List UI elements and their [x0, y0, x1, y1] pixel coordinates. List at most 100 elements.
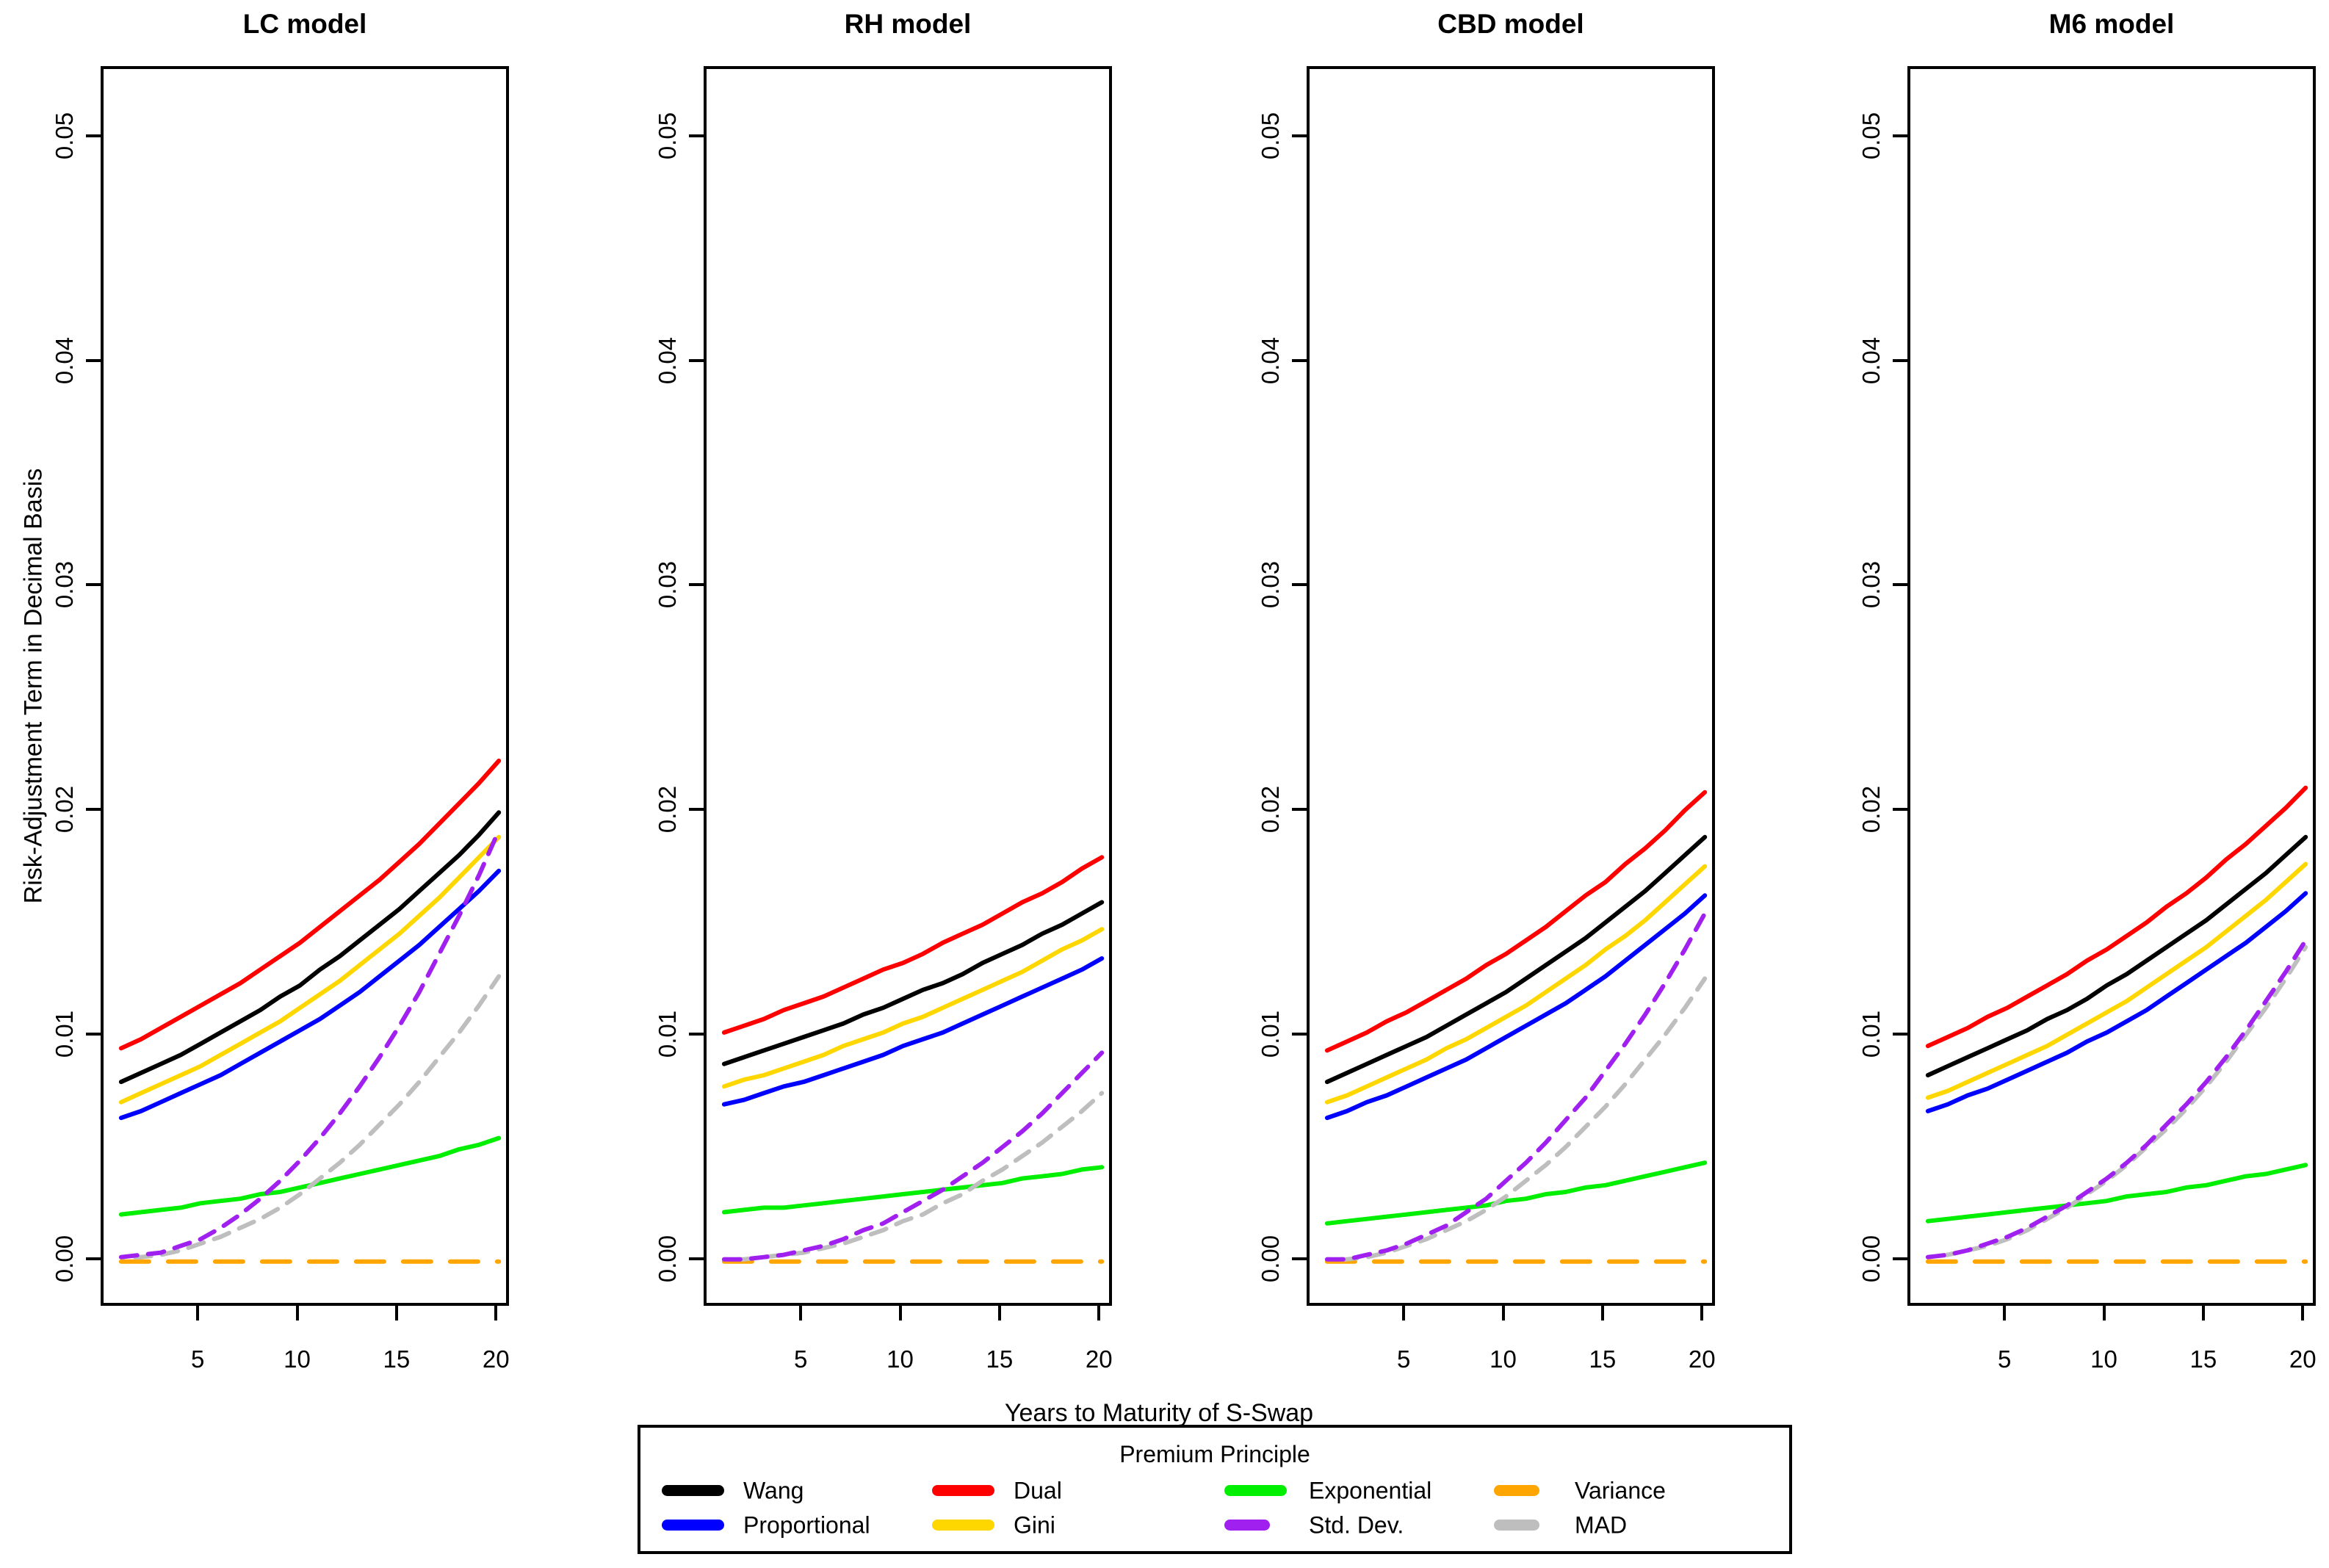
- x-tick-mark: [1501, 1306, 1505, 1320]
- series-line-std-dev-: [1925, 938, 2308, 1260]
- series-line-proportional: [1324, 893, 1708, 1121]
- y-tick-mark: [86, 583, 101, 587]
- x-tick-label: 15: [383, 1345, 411, 1373]
- series-line-std-dev-: [721, 1050, 1105, 1262]
- y-tick-label: 0.05: [1857, 112, 1885, 159]
- legend-swatch-exponential: [1224, 1485, 1287, 1496]
- legend-label: Wang: [743, 1477, 804, 1504]
- y-tick-label: 0.01: [1857, 1010, 1885, 1058]
- x-tick-label: 5: [1997, 1345, 2012, 1373]
- legend-swatch-variance: [1494, 1485, 1539, 1496]
- y-tick-label: 0.04: [51, 336, 78, 384]
- legend-swatch-proportional: [662, 1520, 724, 1531]
- x-tick-mark: [2102, 1306, 2106, 1320]
- series-line-std-dev-: [118, 828, 502, 1260]
- y-tick-label: 0.02: [1257, 786, 1284, 834]
- panel-title: LC model: [242, 9, 367, 39]
- y-tick-mark: [86, 358, 101, 362]
- y-tick-label: 0.05: [654, 112, 681, 159]
- series-line-mad: [118, 974, 502, 1260]
- x-tick-mark: [394, 1306, 398, 1320]
- panel-title: CBD model: [1437, 9, 1584, 39]
- x-tick-mark: [1600, 1306, 1604, 1320]
- x-tick-label: 10: [1490, 1345, 1517, 1373]
- x-tick-label: 15: [986, 1345, 1014, 1373]
- x-tick-mark: [1402, 1306, 1406, 1320]
- y-tick-mark: [1893, 808, 1907, 812]
- series-line-proportional: [118, 868, 502, 1121]
- plot-area-m6: [1907, 66, 2316, 1306]
- x-tick-mark: [2301, 1306, 2305, 1320]
- series-line-gini: [1324, 864, 1708, 1105]
- y-tick-mark: [689, 1032, 704, 1036]
- y-tick-label: 0.01: [1257, 1010, 1284, 1058]
- y-tick-label: 0.01: [51, 1010, 78, 1058]
- series-line-wang: [118, 810, 502, 1085]
- y-tick-mark: [689, 1257, 704, 1260]
- series-line-gini: [721, 927, 1105, 1089]
- y-tick-mark: [86, 808, 101, 812]
- x-tick-mark: [2003, 1306, 2007, 1320]
- y-tick-label: 0.04: [654, 336, 681, 384]
- panel-title: M6 model: [2048, 9, 2175, 39]
- series-line-gini: [1925, 861, 2308, 1100]
- y-tick-label: 0.03: [51, 561, 78, 609]
- y-tick-mark: [1893, 134, 1907, 137]
- x-tick-label: 10: [2090, 1345, 2117, 1373]
- legend-swatch-gini: [932, 1520, 994, 1531]
- series-line-dual: [1925, 785, 2308, 1049]
- y-tick-label: 0.02: [1857, 786, 1885, 834]
- series-line-std-dev-: [1324, 911, 1708, 1262]
- series-line-mad: [721, 1091, 1105, 1262]
- y-tick-label: 0.00: [654, 1235, 681, 1282]
- series-line-dual: [721, 855, 1105, 1035]
- x-tick-label: 5: [793, 1345, 808, 1373]
- series-line-wang: [1324, 834, 1708, 1085]
- y-tick-mark: [1292, 808, 1307, 812]
- x-tick-mark: [2201, 1306, 2205, 1320]
- y-tick-mark: [1292, 134, 1307, 137]
- panel-title: RH model: [844, 9, 972, 39]
- series-line-gini: [118, 834, 502, 1105]
- x-tick-mark: [1700, 1306, 1704, 1320]
- series-line-wang: [1925, 834, 2308, 1077]
- y-tick-label: 0.03: [1257, 561, 1284, 609]
- y-tick-mark: [1292, 583, 1307, 587]
- legend-swatch-std-dev-: [1224, 1520, 1270, 1531]
- legend-label: Exponential: [1309, 1477, 1432, 1504]
- y-tick-label: 0.05: [51, 112, 78, 159]
- x-tick-label: 20: [482, 1345, 510, 1373]
- x-tick-label: 5: [190, 1345, 205, 1373]
- x-tick-label: 20: [2289, 1345, 2317, 1373]
- legend-swatch-mad: [1494, 1520, 1539, 1531]
- y-tick-label: 0.03: [654, 561, 681, 609]
- legend: Premium Principle Wang Proportional Dual Gi…: [638, 1425, 1792, 1554]
- series-line-dual: [1324, 790, 1708, 1053]
- series-line-mad: [1925, 944, 2308, 1260]
- y-tick-mark: [1292, 1257, 1307, 1260]
- y-tick-label: 0.00: [51, 1235, 78, 1282]
- legend-label: Variance: [1575, 1477, 1666, 1504]
- x-tick-label: 5: [1396, 1345, 1411, 1373]
- legend-title: Premium Principle: [1119, 1441, 1310, 1467]
- legend-label: Proportional: [743, 1511, 870, 1539]
- y-tick-label: 0.04: [1857, 336, 1885, 384]
- legend-label: Gini: [1014, 1511, 1055, 1539]
- x-tick-mark: [799, 1306, 803, 1320]
- y-tick-mark: [86, 134, 101, 137]
- y-tick-label: 0.00: [1257, 1235, 1284, 1282]
- y-tick-mark: [689, 358, 704, 362]
- series-line-mad: [1324, 976, 1708, 1262]
- y-tick-mark: [86, 1032, 101, 1036]
- x-axis-label: Years to Maturity of S-Swap: [1004, 1399, 1314, 1427]
- y-tick-label: 0.04: [1257, 336, 1284, 384]
- x-tick-label: 15: [2189, 1345, 2217, 1373]
- y-tick-mark: [1893, 358, 1907, 362]
- y-tick-label: 0.02: [654, 786, 681, 834]
- y-tick-mark: [689, 134, 704, 137]
- y-tick-label: 0.00: [1857, 1235, 1885, 1282]
- x-tick-mark: [494, 1306, 498, 1320]
- y-tick-mark: [689, 583, 704, 587]
- x-tick-mark: [898, 1306, 902, 1320]
